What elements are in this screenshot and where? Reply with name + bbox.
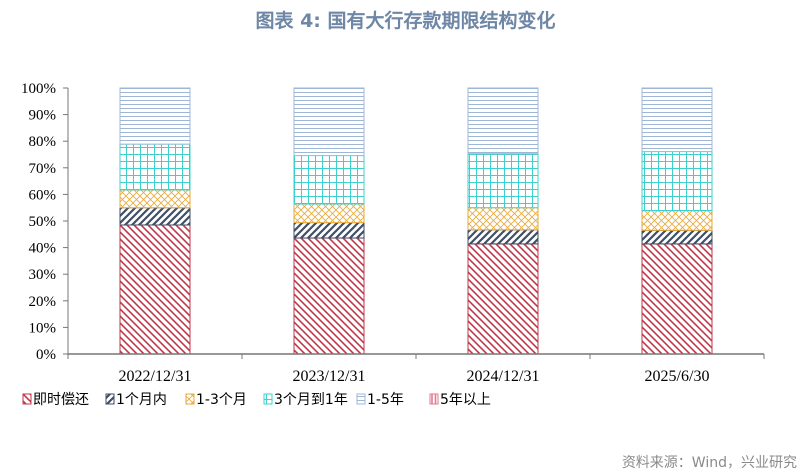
bar-segment — [293, 87, 365, 157]
legend-swatch — [263, 393, 273, 405]
legend-swatch — [356, 393, 366, 405]
bar-segment — [293, 237, 365, 355]
bar-segment — [641, 87, 713, 153]
legend-label: 1个月内 — [116, 392, 167, 408]
legend-item: 1个月内 — [105, 392, 167, 408]
y-tick-label: 80% — [29, 134, 57, 150]
legend-swatch — [429, 393, 439, 405]
y-tick-label: 0% — [36, 347, 56, 363]
legend-item: 1-5年 — [356, 392, 404, 408]
y-tick-label: 40% — [29, 241, 57, 257]
legend-swatch — [105, 393, 115, 405]
legend-item: 5年以上 — [429, 392, 491, 408]
legend-item: 1-3个月 — [185, 392, 247, 408]
legend-label: 3个月到1年 — [274, 392, 348, 408]
y-tick-label: 10% — [29, 320, 57, 336]
bar-segment — [467, 207, 539, 231]
legend-swatch — [185, 393, 195, 405]
y-tick-label: 70% — [29, 161, 57, 177]
bar-segment — [641, 243, 713, 355]
source-note: 资料来源：Wind，兴业研究 — [621, 455, 797, 471]
y-tick-label: 50% — [29, 214, 57, 230]
x-tick-label: 2025/6/30 — [645, 368, 710, 385]
bar-segment — [293, 222, 365, 239]
bar-segment — [119, 87, 191, 145]
bar-segment — [119, 224, 191, 355]
legend-label: 5年以上 — [440, 392, 491, 408]
bar-segment — [641, 151, 713, 212]
legend-item: 即时偿还 — [22, 392, 89, 408]
chart-title: 图表 4: 国有大行存款期限结构变化 — [255, 10, 556, 32]
x-tick-label: 2022/12/31 — [119, 368, 192, 385]
bar-segment — [467, 243, 539, 355]
legend-label: 即时偿还 — [33, 392, 89, 408]
bar-segment — [467, 229, 539, 245]
legend-label: 1-5年 — [367, 392, 404, 408]
legend-label: 1-3个月 — [196, 392, 247, 408]
y-tick-label: 30% — [29, 267, 57, 283]
x-tick-label: 2023/12/31 — [293, 368, 366, 385]
bar-segment — [119, 207, 191, 226]
bar-segment — [119, 143, 191, 191]
bar-segment — [467, 153, 539, 209]
bar-segment — [293, 155, 365, 205]
bar-segment — [293, 203, 365, 224]
y-tick-label: 90% — [29, 108, 57, 124]
y-tick-label: 100% — [21, 81, 56, 97]
y-tick-label: 60% — [29, 187, 57, 203]
y-tick-label: 20% — [29, 294, 57, 310]
legend-swatch — [22, 393, 32, 405]
legend-item: 3个月到1年 — [263, 392, 348, 408]
x-tick-label: 2024/12/31 — [467, 368, 540, 385]
bar-segment — [641, 210, 713, 231]
bar-segment — [119, 189, 191, 209]
bar-segment — [467, 87, 539, 155]
bar-segment — [641, 229, 713, 245]
